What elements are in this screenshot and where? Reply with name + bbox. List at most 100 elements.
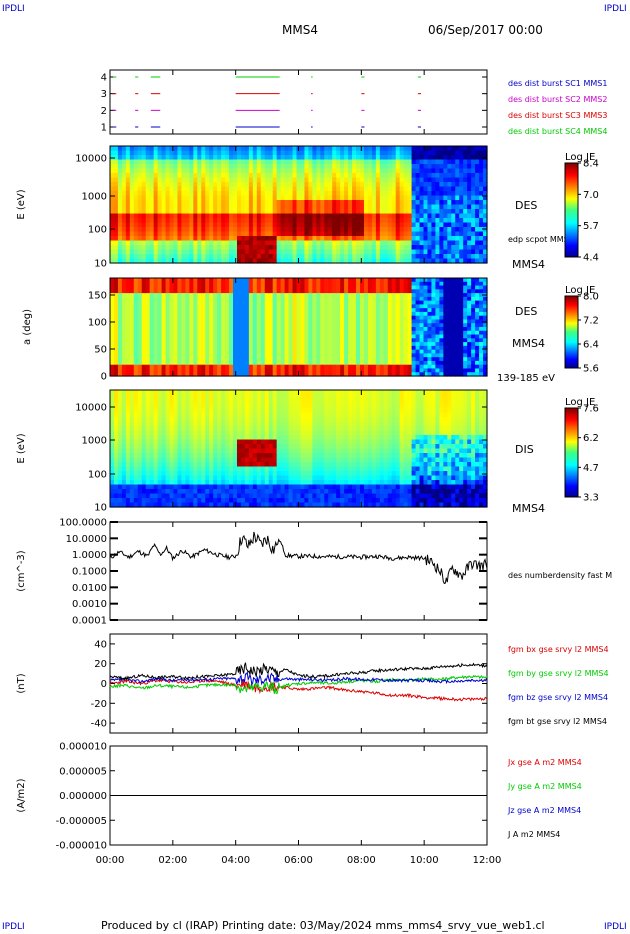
des-energy-spectrogram-cell	[145, 191, 151, 197]
des-energy-spectrogram-cell	[479, 195, 484, 201]
des-pitch-spectrogram-cell	[169, 364, 175, 370]
des-energy-spectrogram-cell	[213, 209, 218, 215]
des-pitch-spectrogram-cell	[189, 278, 194, 283]
des-energy-spectrogram-cell	[113, 218, 119, 224]
des-pitch-spectrogram-cell	[415, 330, 421, 336]
des-pitch-spectrogram-cell	[471, 323, 476, 328]
des-energy-spectrogram-cell	[451, 186, 456, 192]
des-pitch-spectrogram-cell	[201, 357, 206, 362]
des-pitch-spectrogram-cell	[225, 327, 230, 332]
des-pitch-spectrogram-cell	[467, 285, 472, 290]
des-pitch-spectrogram-cell	[225, 289, 230, 294]
des-pitch-spectrogram-cell	[185, 364, 190, 370]
des-pitch-spectrogram-cell	[213, 293, 218, 298]
des-pitch-spectrogram-cell	[248, 315, 254, 321]
des-energy-spectrogram-cell	[427, 240, 433, 246]
des-pitch-spectrogram-cell	[403, 319, 409, 324]
des-pitch-spectrogram-cell	[399, 334, 405, 339]
des-pitch-spectrogram-cell	[177, 278, 183, 283]
des-pitch-spectrogram-cell	[233, 342, 238, 347]
des-energy-spectrogram-cell	[479, 236, 484, 242]
des-pitch-spectrogram-cell	[383, 300, 389, 305]
des-pitch-spectrogram-cell	[121, 289, 127, 294]
des-energy-spectrogram-cell	[272, 195, 278, 201]
des-energy-spectrogram-cell	[395, 213, 401, 219]
des-pitch-spectrogram-cell	[360, 293, 365, 298]
des-pitch-spectrogram-cell	[340, 296, 345, 302]
des-pitch-spectrogram-cell	[240, 345, 246, 351]
des-pitch-spectrogram-cell	[248, 330, 254, 336]
des-pitch-spectrogram-cell	[217, 327, 222, 332]
des-pitch-spectrogram-cell	[431, 300, 437, 305]
des-pitch-spectrogram-cell	[443, 368, 448, 373]
des-energy-spectrogram-cell	[479, 200, 484, 206]
des-energy-spectrogram-cell	[141, 227, 147, 233]
des-pitch-spectrogram-cell	[157, 304, 163, 309]
des-pitch-spectrogram-cell	[312, 289, 317, 294]
des-energy-spectrogram-cell	[447, 245, 452, 251]
des-energy-spectrogram-cell	[217, 177, 222, 183]
des-pitch-spectrogram-cell	[308, 338, 313, 343]
des-energy-spectrogram-cell	[252, 150, 258, 156]
des-pitch-spectrogram-cell	[181, 281, 186, 287]
des-pitch-spectrogram-cell	[213, 278, 218, 283]
des-energy-spectrogram-cell	[451, 195, 456, 201]
des-energy-spectrogram-cell	[169, 146, 175, 152]
des-pitch-spectrogram-cell	[272, 330, 278, 336]
des-pitch-spectrogram-cell	[117, 323, 123, 328]
des-energy-spectrogram-cell	[455, 191, 460, 197]
des-energy-spectrogram-cell	[244, 150, 250, 156]
des-energy-spectrogram-cell	[447, 209, 452, 215]
des-energy-spectrogram-cell	[479, 204, 484, 210]
des-pitch-spectrogram-cell	[435, 308, 440, 313]
des-pitch-spectrogram-cell	[475, 293, 480, 298]
des-pitch-spectrogram-cell	[141, 319, 147, 324]
des-pitch-spectrogram-cell	[256, 345, 262, 351]
des-pitch-spectrogram-cell	[423, 342, 429, 347]
des-pitch-spectrogram-cell	[117, 315, 123, 321]
des-energy-spectrogram-cell	[332, 173, 337, 179]
des-pitch-spectrogram-cell	[252, 345, 258, 351]
des-pitch-spectrogram-cell	[395, 293, 401, 298]
des-energy-spectrogram-cell	[153, 195, 159, 201]
des-energy-spectrogram-cell	[280, 236, 286, 242]
des-energy-spectrogram-cell	[427, 191, 433, 197]
des-energy-spectrogram-cell	[177, 236, 183, 242]
des-energy-spectrogram-cell	[153, 213, 159, 219]
des-energy-spectrogram-cell	[336, 195, 341, 201]
des-pitch-spectrogram-cell	[133, 323, 139, 328]
des-energy-spectrogram-cell	[141, 209, 147, 215]
des-pitch-spectrogram-cell	[276, 308, 282, 313]
des-energy-spectrogram-cell	[423, 240, 429, 246]
des-pitch-spectrogram-cell	[121, 338, 127, 343]
des-pitch-spectrogram-cell	[268, 296, 274, 302]
des-pitch-spectrogram-cell	[312, 327, 317, 332]
des-energy-spectrogram-cell	[447, 173, 452, 179]
des-pitch-spectrogram-cell	[217, 368, 222, 373]
des-energy-spectrogram-cell	[459, 195, 464, 201]
des-pitch-spectrogram-cell	[149, 304, 155, 309]
des-energy-spectrogram-cell	[367, 186, 373, 192]
des-energy-spectrogram-cell	[268, 155, 274, 161]
des-pitch-spectrogram-cell	[221, 304, 226, 309]
des-pitch-spectrogram-cell	[145, 334, 151, 339]
des-energy-spectrogram-cell	[391, 249, 397, 255]
des-energy-spectrogram-cell	[300, 209, 306, 215]
des-pitch-spectrogram-cell	[371, 360, 377, 366]
des-energy-spectrogram-cell	[352, 191, 357, 197]
des-energy-spectrogram-cell	[443, 245, 448, 251]
des-energy-spectrogram-cell	[117, 249, 123, 255]
des-energy-spectrogram-cell	[300, 182, 306, 188]
des-energy-spectrogram-cell	[451, 245, 456, 251]
des-pitch-spectrogram-cell	[185, 360, 190, 366]
des-energy-spectrogram-cell	[236, 191, 242, 197]
des-pitch-spectrogram-cell	[411, 345, 417, 351]
des-pitch-spectrogram-cell	[348, 293, 353, 298]
des-pitch-spectrogram-cell	[129, 342, 135, 347]
des-energy-spectrogram-cell	[383, 168, 389, 174]
des-pitch-spectrogram-cell	[459, 308, 464, 313]
des-energy-spectrogram-cell	[264, 186, 270, 192]
des-energy-spectrogram-cell	[348, 168, 353, 174]
des-energy-spectrogram-cell	[133, 150, 139, 156]
des-energy-spectrogram-cell	[121, 209, 127, 215]
